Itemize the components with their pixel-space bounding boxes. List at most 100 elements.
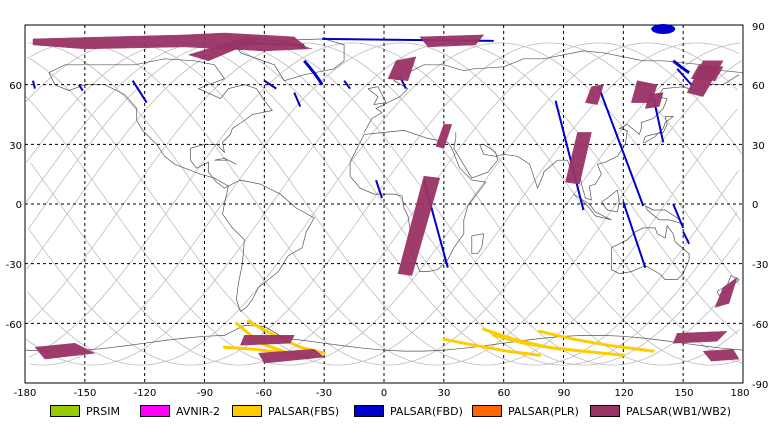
orbit-track [27,42,741,366]
y-tick-label: -30 [752,260,768,271]
y-tick-label: 90 [752,22,765,33]
legend-swatch [140,405,170,417]
legend-label: PALSAR(PLR) [508,404,579,418]
fbd-swath [622,201,647,268]
wb-swath [34,342,96,360]
x-tick-label: 150 [674,388,693,399]
x-tick-label: -60 [256,388,272,399]
legend-label: PALSAR(FBS) [268,404,340,418]
legend-item-palsar-fbs: PALSAR(FBS) [232,403,339,419]
orbit-track [29,42,742,366]
palsar-wb-swaths [32,32,740,364]
fbd-swath [32,80,36,89]
x-tick-label: -120 [134,388,157,399]
legend-swatch [354,405,384,417]
y-axis-ticks-left: 60 30 0 -30 -60 [6,81,22,331]
legend-swatch [472,405,502,417]
x-tick-label: 30 [438,388,451,399]
wb-swath [240,335,295,346]
wb-swath [690,64,724,81]
coastline [611,225,690,280]
y-tick-label: 0 [752,200,758,211]
wb-swath [387,56,417,81]
y-tick-label: -60 [6,320,22,331]
wb-swath [672,331,728,344]
y-tick-label: 60 [752,81,765,92]
wb-swath [397,175,441,276]
y-tick-label: -90 [752,380,768,391]
legend: PRSIM AVNIR-2 PALSAR(FBS) PALSAR(FBD) PA… [0,400,770,422]
orbit-track [26,42,739,366]
coastline [48,58,273,189]
fbd-swath [651,23,676,34]
coastline [642,116,675,143]
fbd-swath [263,79,277,90]
wb-swath [435,124,453,149]
legend-item-avnir2: AVNIR-2 [140,403,220,419]
fbd-swath [682,231,691,245]
orbit-track [25,42,739,366]
fbs-swath [492,333,561,351]
y-tick-label: -30 [6,260,22,271]
x-tick-label: 90 [558,388,571,399]
orbit-track [29,42,743,366]
x-tick-label: -30 [316,388,332,399]
fbd-swath [78,84,84,92]
fbd-swath [343,80,351,90]
wb-swath [419,34,485,48]
wb-swath [714,276,738,308]
y-tick-label: 60 [9,81,22,92]
y-tick-label: 30 [9,141,22,152]
y-tick-label: 0 [16,200,22,211]
legend-item-palsar-fbd: PALSAR(FBD) [354,403,463,419]
fbs-swath [538,329,655,353]
fbd-swath [676,68,694,88]
y-tick-label: -60 [752,320,768,331]
wb-swath [187,36,262,62]
legend-label: PRSIM [86,404,120,418]
coastline [601,189,620,213]
y-axis-ticks-right: 90 60 30 0 -30 -60 -90 [752,22,768,391]
orbit-track [25,42,738,366]
wb-swath [257,348,325,364]
legend-item-prism: PRSIM [50,403,120,419]
wb-swath [585,84,604,105]
wb-swath [644,92,664,109]
orbit-track [27,42,740,366]
legend-label: AVNIR-2 [176,404,220,418]
fbd-swath [672,203,685,229]
x-tick-label: 60 [498,388,511,399]
fbd-swath [375,179,383,199]
fbd-swath [293,92,302,107]
wb-swath [565,132,592,185]
fbd-swath [554,100,585,211]
legend-label: PALSAR(WB1/WB2) [626,404,732,418]
coastline [238,38,345,82]
coastline [471,233,485,255]
coastline [573,193,612,221]
x-tick-label: -180 [14,388,37,399]
fbd-swath [672,59,690,74]
y-tick-label: 30 [752,141,765,152]
coastline [214,157,237,165]
legend-item-palsar-plr: PALSAR(PLR) [472,403,579,419]
x-tick-label: -150 [74,388,97,399]
orbit-track [28,42,742,366]
x-axis-ticks: -180 -150 -120 -90 -60 -30 0 30 60 90 12… [14,388,750,399]
legend-swatch [50,405,80,417]
coverage-map: -180 -150 -120 -90 -60 -30 0 30 60 90 12… [6,22,769,399]
fbd-swath [131,80,148,104]
x-tick-label: 120 [614,388,633,399]
legend-swatch [590,405,620,417]
fbd-swath [303,59,324,86]
orbit-track [26,42,739,366]
legend-swatch [232,405,262,417]
fbs-swath [442,337,542,357]
coastline [222,179,315,312]
x-tick-label: 0 [381,388,387,399]
legend-item-palsar-wb: PALSAR(WB1/WB2) [590,403,731,419]
wb-swath [276,40,313,50]
coastline [367,86,387,106]
x-tick-label: -90 [197,388,213,399]
wb-swath [702,348,740,362]
